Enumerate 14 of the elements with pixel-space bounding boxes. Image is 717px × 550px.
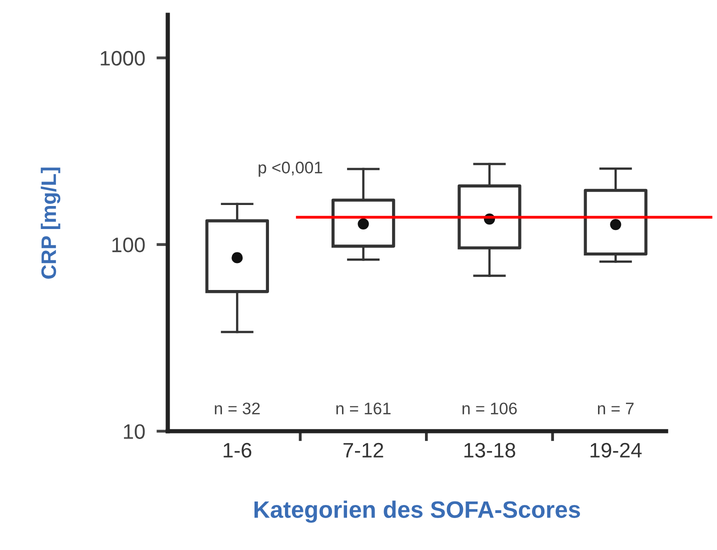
y-tick-label: 1000 [100, 50, 145, 66]
annotation: n = 32 [214, 402, 260, 414]
x-tick-label: 1-6 [224, 442, 252, 458]
y-tick-label: 100 [112, 238, 145, 252]
annotation: n = 7 [598, 402, 634, 414]
x-axis-title: Kategorien des SOFA-Scores [254, 500, 580, 523]
annotation: n = 106 [462, 402, 517, 414]
x-tick-label: 7-12 [344, 442, 384, 458]
x-tick-label: 13-18 [464, 442, 516, 458]
y-axis-title: CRP [mg/L] [40, 168, 60, 279]
y-tick-label: 10 [124, 424, 145, 439]
annotation: n = 161 [336, 402, 391, 414]
x-tick-label: 19-24 [590, 442, 642, 458]
annotation: p <0,001 [258, 162, 322, 177]
